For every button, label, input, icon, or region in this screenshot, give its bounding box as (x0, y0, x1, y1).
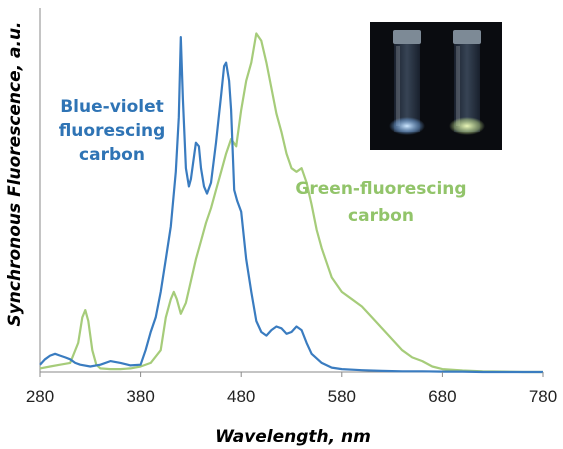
vial-photo-icon (370, 22, 502, 150)
series-label-layer: Blue-violet fluorescing carbon Green-fluore… (59, 97, 467, 226)
series-line-0 (39, 36, 543, 374)
x-tick-layer: 280 380 480 580 680 780 (26, 372, 557, 406)
vial-highlight (456, 46, 460, 126)
vial-1 (449, 30, 485, 135)
x-tick-label: 680 (428, 387, 456, 406)
series-label-0-line-0: Blue-violet (60, 97, 164, 117)
series-label-0-line-1: fluorescing (59, 121, 166, 141)
vial-cap (453, 30, 481, 44)
vial-highlight (396, 46, 400, 126)
x-tick-label: 580 (328, 387, 356, 406)
x-tick-label: 480 (227, 387, 255, 406)
x-tick-label: 280 (26, 387, 54, 406)
x-tick-label: 780 (529, 387, 557, 406)
series-label-0-line-2: carbon (79, 145, 145, 165)
vial-glow (389, 117, 425, 135)
series-line-1 (39, 32, 543, 374)
series-label-1-line-1: carbon (348, 206, 414, 226)
vial-0 (389, 30, 425, 135)
x-tick-label: 380 (126, 387, 154, 406)
series-layer (39, 32, 543, 374)
y-axis-title: Synchronous Fluorescence, a.u. (5, 21, 25, 326)
vial-glow (449, 117, 485, 135)
vial-cap (393, 30, 421, 44)
series-label-1-line-0: Green-fluorescing (295, 179, 466, 199)
x-axis-title: Wavelength, nm (215, 427, 371, 447)
